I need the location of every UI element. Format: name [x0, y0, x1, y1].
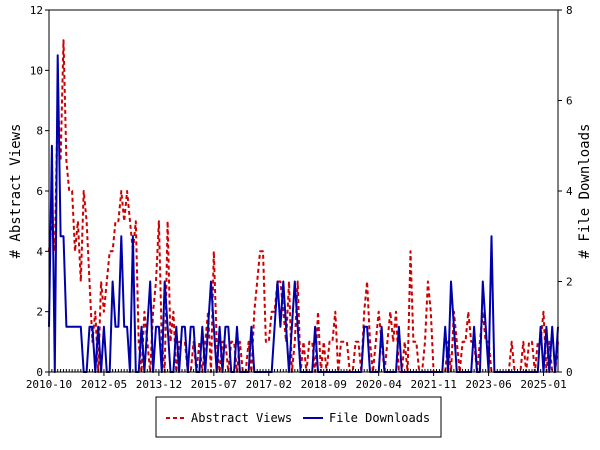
legend: Abstract Views File Downloads: [155, 396, 442, 438]
legend-label-file-downloads: File Downloads: [329, 411, 430, 425]
x-tick-label: 2018-09: [301, 378, 347, 391]
y-tick-label: 10: [30, 64, 43, 77]
left-axis-ticks: 0 2 4 6 8 10 12: [30, 4, 49, 379]
y-tick-label: 6: [36, 185, 43, 198]
y2-tick-label: 6: [566, 95, 573, 108]
y-tick-label: 2: [36, 306, 43, 319]
x-tick-label: 2013-12: [136, 378, 182, 391]
y-axis-title: # Abstract Views: [8, 124, 24, 259]
y2-tick-label: 2: [566, 276, 573, 289]
x-tick-label: 2021-11: [410, 378, 456, 391]
legend-label-abstract-views: Abstract Views: [191, 411, 292, 425]
x-tick-label: 2017-02: [246, 378, 292, 391]
x-tick-label: 2015-07: [191, 378, 237, 391]
bottom-axis-ticks: 2010-10 2012-05 2013-12 2015-07 2017-02 2018-…: [26, 369, 567, 391]
right-axis-ticks: 0 2 4 6 8: [558, 4, 573, 379]
x-tick-label: 2010-10: [26, 378, 72, 391]
y-tick-label: 8: [36, 125, 43, 138]
x-tick-label: 2025-01: [520, 378, 566, 391]
y-tick-label: 0: [36, 366, 43, 379]
y2-tick-label: 8: [566, 4, 573, 17]
y-tick-label: 4: [36, 245, 43, 258]
y2-axis-title: # File Downloads: [577, 124, 593, 259]
x-tick-label: 2012-05: [81, 378, 127, 391]
x-tick-label: 2023-06: [465, 378, 511, 391]
legend-box: [155, 396, 442, 438]
y-tick-label: 12: [30, 4, 43, 17]
x-tick-label: 2020-04: [356, 378, 403, 391]
y2-tick-label: 4: [566, 185, 573, 198]
y2-tick-label: 0: [566, 366, 573, 379]
